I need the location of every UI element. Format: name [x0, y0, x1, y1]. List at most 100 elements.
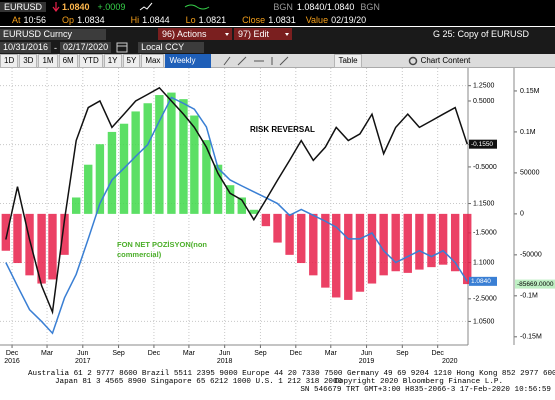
- quote-details: At 10:56 Op 1.0834 Hi 1.0844 Lo 1.0821 Close…: [0, 13, 555, 26]
- bar: [249, 209, 259, 214]
- calendar-icon[interactable]: [114, 42, 134, 53]
- bar: [155, 95, 164, 214]
- bar: [403, 213, 412, 273]
- last-value-label: -85669.0000: [517, 281, 554, 288]
- start-date[interactable]: 10/31/2016: [0, 42, 52, 53]
- bar: [261, 213, 271, 227]
- x-year-label: 2017: [75, 358, 91, 365]
- bar: [167, 92, 176, 214]
- bar: [107, 131, 117, 214]
- bar: [48, 213, 57, 280]
- bar: [179, 99, 188, 214]
- bar: [37, 213, 46, 284]
- y3-tick-label: 50000: [520, 170, 540, 177]
- line: [5, 86, 468, 315]
- net-change: +.0009: [97, 1, 126, 12]
- quote-bar: EURUSD 1.0840 +.0009 BGN 1.0840/1.0840 B…: [0, 0, 555, 13]
- y-tick-label: 1.2500: [473, 83, 495, 90]
- page-title: G 25: Copy of EURUSD: [432, 29, 529, 39]
- y3-tick-label: 0.1M: [520, 129, 536, 136]
- footer-copyright: Copyright 2020 Bloomberg Finance L.P.: [334, 378, 503, 386]
- security-field[interactable]: EURUSD Curncy: [0, 28, 106, 40]
- x-tick-label: Mar: [41, 350, 54, 357]
- period-button[interactable]: YTD: [78, 53, 103, 68]
- currency-select[interactable]: Local CCY: [138, 42, 205, 53]
- footer-line: SN 546679 TRT GMT+3:00 H835-2066-3 17-Fe…: [300, 386, 551, 394]
- quote-value: 10:56: [23, 14, 47, 25]
- quote-value: 02/19/20: [331, 14, 367, 25]
- x-tick-label: Dec: [6, 350, 19, 357]
- edit-menu[interactable]: 97) Edit: [234, 28, 292, 40]
- x-year-label: 2019: [359, 358, 375, 365]
- settings-icon[interactable]: [407, 55, 419, 67]
- bar: [367, 213, 377, 284]
- bar: [309, 213, 318, 276]
- bar: [450, 213, 460, 272]
- date-bar: 10/31/2016 - 02/17/2020 Local CCY: [0, 41, 555, 54]
- bid-source: BGN: [273, 1, 293, 12]
- ticker[interactable]: EURUSD: [0, 1, 47, 12]
- period-button[interactable]: 3D: [19, 53, 38, 68]
- annotation: FON NET POZİSYON(non: [117, 240, 207, 249]
- y3-tick-label: 0.15M: [520, 88, 540, 95]
- bar: [202, 140, 211, 214]
- quote-value: 1.0834: [77, 14, 105, 25]
- sparkline-icon: [185, 4, 210, 10]
- x-tick-label: Jun: [77, 350, 88, 357]
- y3-tick-label: -50000: [520, 252, 542, 259]
- drawing-tools[interactable]: [220, 55, 310, 67]
- bar: [391, 213, 400, 272]
- period-button[interactable]: 1M: [38, 53, 58, 68]
- quote-label: Close: [242, 14, 266, 25]
- x-tick-label: Mar: [325, 350, 338, 357]
- table-button[interactable]: Table: [334, 53, 362, 68]
- ask-source: BGN: [360, 1, 380, 12]
- down-arrow-icon: [52, 2, 60, 12]
- last-value-label: -0.1550: [471, 141, 493, 148]
- frequency-select[interactable]: Weekly: [165, 53, 212, 68]
- bid-ask: 1.0840/1.0840: [296, 1, 355, 12]
- bar: [84, 164, 93, 214]
- y-tick-label: 1.1500: [473, 200, 495, 207]
- y3-tick-label: -0.1M: [520, 293, 538, 300]
- bar: [344, 213, 353, 300]
- period-button[interactable]: 6M: [58, 53, 78, 68]
- last-value-box: [469, 276, 497, 286]
- line: [5, 96, 468, 335]
- y2-tick-label: -2.5000: [473, 296, 497, 303]
- x-tick-label: Sep: [254, 350, 267, 357]
- period-button[interactable]: 1D: [0, 53, 19, 68]
- x-tick-label: Dec: [431, 350, 444, 357]
- chart-content-button[interactable]: Chart Content: [420, 56, 471, 65]
- bar: [13, 213, 22, 264]
- x-tick-label: Sep: [112, 350, 125, 357]
- bar: [355, 213, 365, 292]
- period-button[interactable]: Max: [141, 53, 165, 68]
- annotation: RISK REVERSAL: [250, 125, 315, 134]
- end-date[interactable]: 02/17/2020: [60, 42, 112, 53]
- actions-menu[interactable]: 96) Actions: [158, 28, 232, 40]
- quote-label: At: [12, 14, 21, 25]
- toolbar: 1D 3D 1M 6M YTD 1Y 5Y Max Weekly Table C…: [0, 53, 555, 68]
- bar: [1, 213, 11, 251]
- x-tick-label: Dec: [148, 350, 161, 357]
- x-tick-label: Sep: [396, 350, 409, 357]
- x-tick-label: Jun: [219, 350, 230, 357]
- period-button[interactable]: 1Y: [103, 53, 122, 68]
- bar: [332, 213, 341, 298]
- bar: [463, 213, 472, 285]
- bar: [321, 213, 330, 288]
- last-price: 1.0840: [62, 1, 90, 12]
- chart: Dec Mar Jun Sep Dec Mar Jun Sep Dec Mar Jun Sep Dec2…: [0, 68, 555, 370]
- bar: [213, 164, 223, 214]
- x-year-label: 2016: [4, 358, 20, 365]
- quote-value: 1.0844: [142, 14, 170, 25]
- bar: [60, 213, 69, 255]
- period-button[interactable]: 5Y: [122, 53, 141, 68]
- bar: [25, 213, 34, 276]
- bar: [273, 213, 282, 243]
- y2-tick-label: -1.5000: [473, 230, 497, 237]
- x-tick-label: Dec: [290, 350, 303, 357]
- command-bar: EURUSD Curncy 96) Actions 97) Edit G 25:…: [0, 27, 555, 41]
